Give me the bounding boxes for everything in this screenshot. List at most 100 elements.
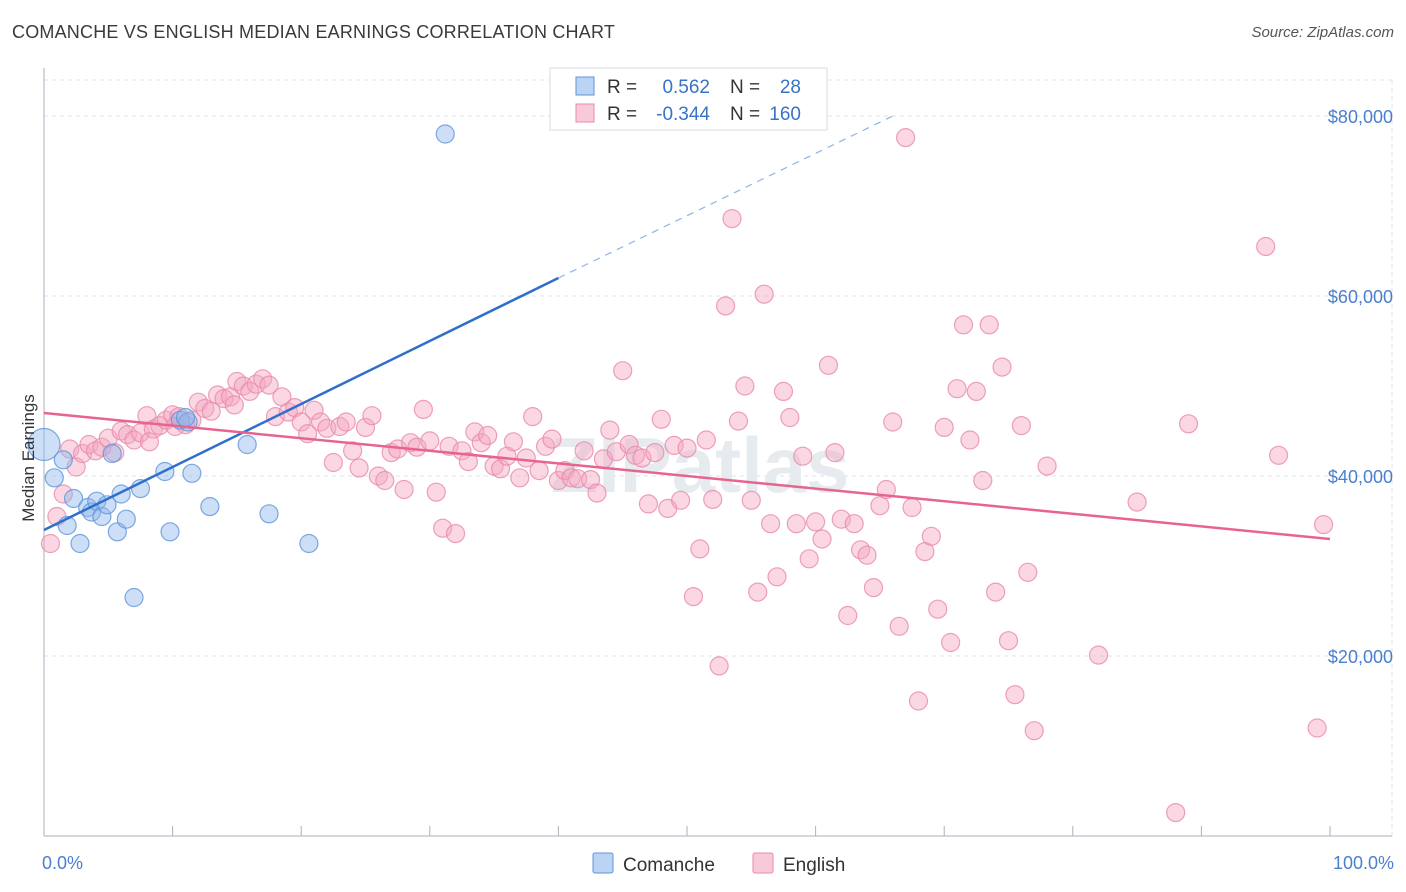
english-point-131	[883, 412, 903, 432]
comanche-trend-line	[43, 276, 559, 532]
english-point-155	[1088, 645, 1109, 665]
english-point-41	[304, 400, 324, 420]
english-point-144	[966, 381, 986, 401]
english-point-146	[979, 315, 999, 335]
english-point-111	[754, 284, 774, 304]
english-point-125	[844, 514, 864, 534]
bottom-swatch-english	[752, 852, 774, 874]
english-point-95	[651, 409, 671, 429]
english-point-39	[291, 412, 311, 432]
english-point-77	[535, 436, 556, 456]
english-point-100	[683, 586, 704, 607]
english-point-34	[259, 375, 279, 395]
comanche-point-4	[63, 488, 84, 509]
english-point-107	[728, 411, 749, 431]
english-point-101	[690, 539, 710, 559]
english-point-102	[696, 430, 716, 450]
x-tick-labels: 0.0% 100.0%	[42, 853, 1394, 873]
english-point-109	[741, 490, 761, 510]
english-point-151	[1011, 416, 1031, 436]
english-point-68	[478, 425, 498, 446]
stats-legend: R = 0.562 N = 28 R = -0.344 N = 160	[549, 67, 828, 131]
english-point-31	[240, 381, 260, 401]
english-point-154	[1037, 456, 1057, 476]
english-point-89	[613, 361, 633, 381]
english-point-120	[812, 529, 832, 549]
legend-r-value-comanche: 0.562	[662, 77, 710, 98]
legend-n-value-english: 160	[769, 104, 801, 125]
english-point-114	[773, 381, 794, 401]
bottom-legend-english: English	[783, 855, 845, 876]
comanche-point-2	[53, 450, 73, 470]
english-point-113	[767, 567, 787, 587]
english-point-85	[587, 483, 607, 503]
legend-r-label-2: R =	[607, 104, 637, 125]
english-points	[40, 128, 1334, 823]
source-label: Source: ZipAtlas.com	[1251, 24, 1394, 41]
comanche-point-27	[175, 407, 196, 428]
comanche-point-26	[435, 124, 455, 144]
english-point-161	[1307, 718, 1327, 738]
english-point-62	[439, 436, 459, 456]
comanche-point-11	[102, 443, 122, 464]
axes	[43, 68, 1392, 837]
english-point-94	[645, 443, 665, 463]
english-point-121	[818, 355, 839, 375]
english-point-137	[921, 526, 941, 546]
english-point-117	[793, 446, 813, 466]
english-point-105	[715, 296, 736, 316]
comanche-point-9	[92, 506, 112, 527]
english-point-112	[760, 514, 781, 534]
english-point-44	[323, 452, 343, 473]
english-point-152	[1018, 562, 1038, 582]
english-point-110	[748, 582, 768, 602]
comanche-point-21	[182, 463, 202, 483]
english-point-163	[139, 432, 160, 452]
y-tick-label-2: $60,000	[1328, 287, 1393, 307]
english-point-65	[458, 452, 478, 472]
english-point-142	[953, 315, 974, 335]
english-point-128	[863, 577, 884, 598]
english-point-78	[542, 429, 562, 449]
english-point-67	[471, 433, 491, 453]
english-point-141	[947, 379, 967, 399]
english-point-13	[124, 430, 144, 450]
english-point-143	[960, 430, 980, 450]
english-point-149	[998, 631, 1019, 651]
english-point-165	[224, 395, 244, 415]
english-point-93	[638, 494, 659, 514]
legend-n-value-comanche: 28	[780, 77, 801, 98]
english-point-147	[986, 582, 1006, 602]
english-point-135	[908, 691, 929, 711]
comanche-point-22	[200, 497, 220, 517]
english-point-0	[40, 533, 61, 554]
english-point-71	[497, 446, 517, 466]
english-point-156	[1127, 492, 1147, 512]
comanche-trend-extension	[558, 115, 894, 279]
english-point-76	[529, 461, 549, 481]
legend-n-label-1: N =	[730, 77, 760, 98]
english-point-75	[523, 407, 543, 427]
english-point-133	[896, 128, 916, 148]
english-point-87	[600, 420, 620, 440]
english-point-162	[1313, 514, 1334, 535]
english-point-116	[786, 514, 806, 534]
english-point-119	[805, 512, 826, 532]
english-point-81	[561, 468, 581, 488]
english-point-122	[825, 443, 845, 463]
series-legend: Comanche English	[592, 852, 845, 876]
english-point-153	[1024, 721, 1044, 741]
english-point-129	[870, 496, 890, 516]
legend-r-label-1: R =	[607, 77, 637, 98]
english-point-115	[780, 407, 800, 428]
bottom-swatch-comanche	[592, 852, 614, 874]
x-tick-label-max: 100.0%	[1333, 853, 1394, 873]
english-point-7	[85, 441, 106, 461]
english-point-123	[831, 509, 851, 529]
english-point-73	[510, 468, 530, 488]
legend-r-value-english: -0.344	[656, 104, 710, 125]
english-point-150	[1005, 685, 1025, 705]
english-point-47	[343, 441, 363, 461]
english-point-60	[426, 482, 446, 502]
